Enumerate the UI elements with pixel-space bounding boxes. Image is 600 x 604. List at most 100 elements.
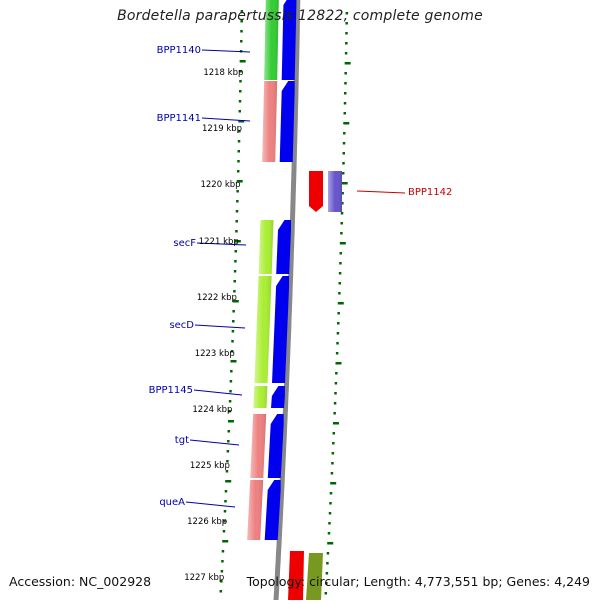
inner-tick	[240, 10, 244, 13]
cog-bar-shade	[328, 171, 342, 212]
outer-tick	[344, 72, 347, 75]
inner-tick	[222, 530, 226, 533]
outer-tick	[343, 102, 347, 105]
outer-tick	[343, 112, 347, 115]
inner-tick	[230, 370, 233, 373]
inner-tick	[228, 400, 232, 403]
inner-tick	[225, 480, 232, 483]
outer-tick	[345, 22, 348, 25]
scale-label: 1220 kbp	[200, 180, 240, 190]
scale-label: 1218 kbp	[203, 68, 243, 78]
outer-tick	[339, 252, 343, 255]
inner-tick	[233, 290, 236, 293]
cog-bar-shade	[262, 81, 278, 162]
inner-tick	[240, 40, 243, 43]
outer-tick	[337, 312, 340, 315]
outer-tick	[343, 92, 347, 95]
outer-tick	[335, 352, 339, 355]
outer-tick	[335, 372, 338, 375]
outer-tick	[330, 482, 337, 485]
outer-tick	[333, 402, 337, 405]
inner-tick	[230, 360, 237, 363]
inner-tick	[232, 300, 239, 303]
inner-tick	[229, 390, 232, 393]
outer-tick	[333, 412, 336, 415]
inner-tick	[240, 20, 243, 23]
map-title: Bordetella parapertussis 12822, complete…	[117, 8, 483, 24]
outer-tick	[331, 452, 335, 455]
gene-leader-line	[196, 242, 247, 246]
outer-tick	[328, 522, 331, 525]
outer-tick	[345, 32, 348, 35]
inner-tick	[231, 340, 234, 343]
inner-tick	[227, 420, 234, 423]
inner-tick	[233, 280, 236, 283]
inner-tick	[239, 60, 246, 63]
accession-label: Accession: NC_002928	[9, 574, 152, 589]
gene-label: BPP1142	[408, 187, 452, 198]
inner-tick	[238, 100, 242, 103]
scale-label: 1226 kbp	[187, 517, 227, 527]
inner-tick	[234, 260, 237, 263]
scale-label: 1221 kbp	[199, 237, 239, 247]
outer-tick	[330, 472, 334, 475]
inner-tick	[221, 550, 225, 553]
outer-tick	[341, 192, 344, 195]
inner-tick	[221, 560, 224, 563]
outer-tick	[326, 552, 330, 555]
outer-tick	[336, 342, 339, 345]
outer-tick	[325, 582, 328, 585]
gene-label: secD	[169, 320, 194, 331]
outer-tick	[338, 272, 342, 275]
cog-bar-shade	[264, 0, 279, 80]
outer-tick	[337, 322, 340, 325]
inner-tick	[237, 160, 240, 163]
inner-tick	[234, 240, 241, 243]
inner-tick	[227, 430, 231, 433]
inner-tick	[231, 330, 235, 333]
outer-tick	[336, 332, 340, 335]
scale-label: 1224 kbp	[192, 405, 232, 415]
gene-arrow	[272, 276, 290, 383]
scale-label: 1225 kbp	[190, 461, 230, 471]
outer-tick	[334, 392, 337, 395]
inner-tick	[235, 210, 239, 213]
inner-tick	[223, 510, 227, 513]
inner-tick	[226, 450, 230, 453]
outer-tick	[344, 82, 347, 85]
outer-tick	[338, 292, 341, 295]
outer-tick	[340, 212, 344, 215]
outer-tick	[344, 52, 348, 55]
outer-tick	[343, 122, 350, 125]
outer-tick	[341, 172, 345, 175]
gene-leader-line	[201, 49, 251, 53]
genome-backbone	[273, 0, 301, 604]
outer-tick	[342, 142, 346, 145]
cog-bar-shade	[250, 414, 267, 478]
gene-arrow	[279, 81, 295, 162]
cog-bar-shade	[247, 480, 264, 540]
inner-tick	[229, 380, 233, 383]
gene-label: BPP1145	[149, 385, 193, 396]
inner-tick	[236, 200, 239, 203]
outer-tick	[335, 362, 342, 365]
gene-arrow	[267, 414, 284, 478]
inner-tick	[220, 580, 223, 583]
inner-tick	[236, 190, 239, 193]
outer-tick	[332, 432, 336, 435]
inner-tick	[236, 170, 240, 173]
gene-leader-line	[185, 501, 236, 508]
inner-tick	[232, 310, 235, 313]
cog-bar-shade	[258, 220, 274, 274]
cog-bar-shade	[253, 386, 268, 408]
outer-tick	[340, 222, 343, 225]
outer-tick	[345, 42, 348, 45]
inner-tick	[239, 80, 242, 83]
inner-tick	[224, 490, 228, 493]
inner-tick	[240, 30, 243, 33]
inner-tick	[236, 180, 243, 183]
gene-arrow-reverse	[288, 551, 304, 600]
scale-label: 1222 kbp	[197, 293, 237, 303]
inner-tick	[235, 220, 238, 223]
